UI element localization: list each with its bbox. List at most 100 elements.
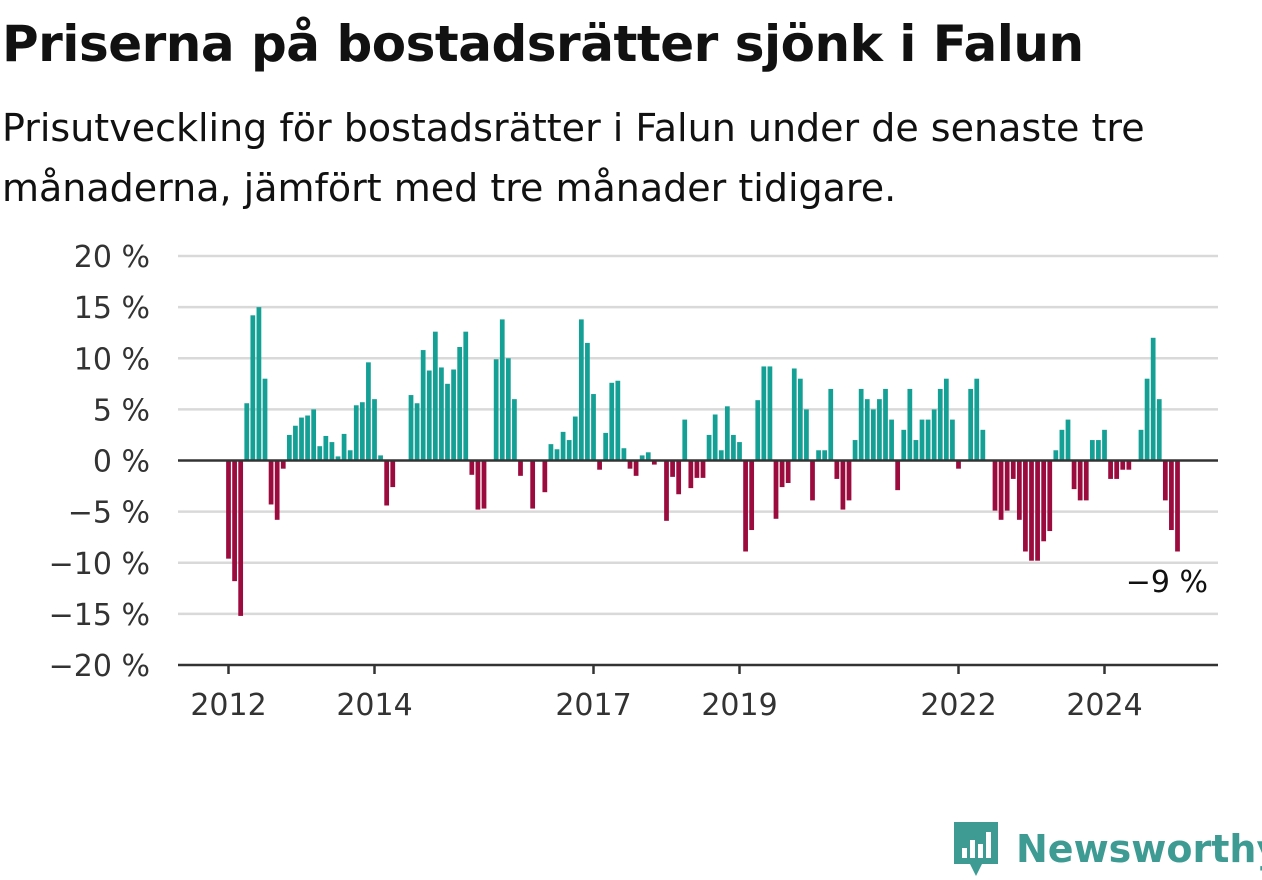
y-tick-label: 5 %: [93, 393, 150, 428]
bar: [992, 460, 998, 511]
bar: [779, 460, 785, 488]
bar: [548, 444, 554, 461]
bar: [542, 460, 548, 493]
bar: [597, 460, 602, 470]
bar: [1150, 337, 1156, 461]
bar: [925, 419, 931, 461]
x-tick-label: 2012: [190, 688, 266, 723]
bar: [712, 414, 718, 461]
bar: [943, 378, 949, 461]
bar: [1114, 460, 1120, 479]
newsworthy-logo-text: Newsworthy: [1016, 827, 1262, 871]
bar: [761, 366, 767, 461]
bar: [493, 359, 499, 461]
bar: [1035, 460, 1040, 561]
bar: [1089, 440, 1095, 461]
bar: [353, 405, 359, 461]
bar: [749, 460, 755, 531]
bar: [615, 380, 621, 461]
bar: [791, 368, 797, 461]
bar: [822, 450, 828, 461]
bar: [341, 433, 347, 461]
bar: [950, 419, 955, 461]
bar: [384, 460, 390, 506]
bar: [505, 358, 511, 461]
bar: [1004, 460, 1010, 511]
bar: [366, 362, 371, 461]
x-tick-label: 2017: [555, 688, 631, 723]
bar: [706, 434, 712, 461]
bar: [688, 460, 694, 489]
bar: [651, 460, 657, 465]
bar: [280, 460, 286, 469]
bar: [1047, 460, 1053, 532]
bars: [226, 307, 1180, 616]
bar: [414, 403, 420, 461]
bar: [804, 409, 809, 461]
bar: [731, 434, 736, 461]
bar: [232, 460, 237, 582]
bar: [1162, 460, 1168, 501]
bar: [1029, 460, 1034, 561]
bar: [463, 331, 469, 461]
bar: [645, 452, 651, 461]
bar: [1077, 460, 1083, 501]
bar: [913, 440, 919, 461]
bar: [639, 455, 645, 461]
bar: [846, 460, 852, 501]
bar: [1059, 429, 1065, 461]
bar: [329, 442, 335, 461]
bar: [1156, 399, 1162, 461]
x-tick-label: 2019: [701, 688, 777, 723]
x-tick-label: 2022: [920, 688, 996, 723]
bar: [475, 460, 481, 510]
bar: [432, 331, 438, 461]
bar: [877, 399, 882, 461]
bar: [1144, 378, 1150, 461]
bar: [1023, 460, 1028, 552]
bar: [864, 399, 870, 461]
bar: [268, 460, 274, 505]
bar: [530, 460, 536, 509]
bar: [609, 382, 615, 461]
bar: [718, 450, 724, 461]
bar: [603, 432, 609, 461]
bar: [767, 366, 773, 461]
bar: [591, 394, 596, 461]
bar: [1169, 460, 1174, 531]
bar: [870, 409, 876, 461]
bar: [1120, 460, 1126, 470]
bar: [810, 460, 815, 501]
chart-title: Priserna på bostadsrätter sjönk i Falun: [2, 15, 1084, 73]
bar: [1096, 440, 1101, 461]
bar: [816, 450, 821, 461]
bar: [968, 388, 974, 461]
bar: [293, 425, 298, 461]
y-tick-label: 10 %: [74, 342, 150, 377]
bar: [931, 409, 937, 461]
bar: [426, 370, 432, 461]
last-value-annotation: −9 %: [1126, 565, 1208, 600]
bar: [1102, 429, 1107, 461]
bar: [682, 419, 688, 461]
bar: [724, 406, 730, 461]
bar: [633, 460, 639, 476]
bar: [244, 403, 250, 461]
bar: [797, 378, 803, 461]
bar: [323, 435, 329, 461]
bar: [1138, 429, 1144, 461]
bar: [755, 400, 761, 461]
bar: [1126, 460, 1132, 470]
bar: [1108, 460, 1113, 479]
bar: [1071, 460, 1077, 490]
bar: [852, 440, 858, 461]
bar: [840, 460, 846, 510]
bar: [907, 388, 913, 461]
bar: [481, 460, 487, 509]
bar: [317, 446, 323, 461]
bar: [408, 395, 414, 461]
bar: [311, 409, 317, 461]
bar: [1053, 450, 1059, 461]
bar: [439, 367, 444, 461]
bar: [670, 460, 675, 477]
